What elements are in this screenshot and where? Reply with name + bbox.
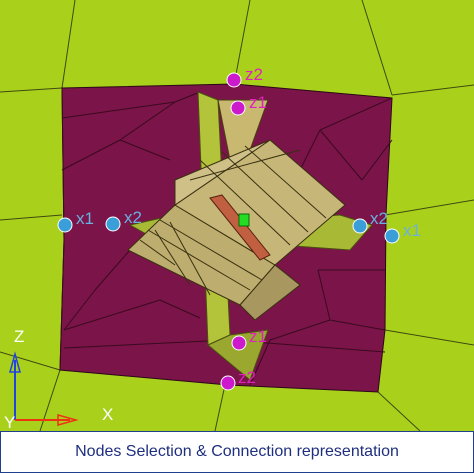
caption-text: Nodes Selection & Connection representat…	[75, 443, 399, 460]
node-z2-bottom[interactable]	[220, 375, 236, 391]
model-viewport[interactable]: z2 z1 x1 x2 x2 x1 z1 z2 Z Y X	[0, 0, 474, 431]
axis-x-label: X	[102, 405, 113, 424]
node-x1-left[interactable]	[57, 217, 73, 233]
x-axis-arrow-icon	[57, 414, 79, 426]
label-z2-top: z2	[245, 65, 263, 84]
label-x1-left: x1	[76, 209, 94, 228]
node-x2-right[interactable]	[352, 218, 368, 234]
label-z1-bottom: z1	[249, 327, 267, 346]
connection-line	[209, 194, 271, 261]
node-x1-right[interactable]	[384, 228, 400, 244]
node-z1-bottom[interactable]	[231, 335, 247, 351]
beam-flange-bottom	[239, 264, 301, 321]
label-x1-right: x1	[403, 221, 421, 240]
z-axis-arrow-icon	[9, 351, 21, 373]
node-z2-top[interactable]	[226, 72, 242, 88]
web-bottom-face	[207, 329, 269, 381]
caption-bar: Nodes Selection & Connection representat…	[0, 431, 474, 473]
node-z1-top[interactable]	[230, 100, 246, 116]
label-z2-bottom: z2	[238, 368, 256, 387]
fem-model-view[interactable]: z2 z1 x1 x2 x2 x1 z1 z2 Z Y X	[0, 0, 474, 431]
label-x2-right: x2	[370, 209, 388, 228]
beam-flange-top	[174, 139, 271, 206]
beam-mesh-lines	[139, 145, 327, 296]
axis-triad: Z Y X	[4, 327, 113, 431]
label-x2-left: x2	[124, 208, 142, 227]
node-x2-left[interactable]	[105, 216, 121, 232]
label-z1-top: z1	[249, 93, 267, 112]
axis-z-label: Z	[14, 327, 24, 346]
axis-y-label: Y	[4, 413, 15, 431]
center-node[interactable]	[238, 213, 250, 227]
